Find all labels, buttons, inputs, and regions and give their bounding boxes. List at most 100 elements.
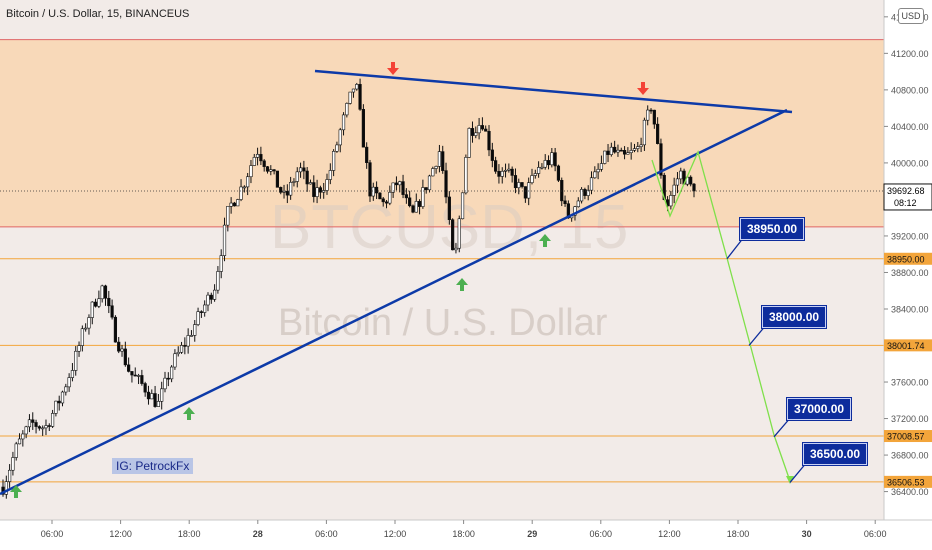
candle-body bbox=[659, 143, 663, 176]
candle-body bbox=[586, 189, 590, 196]
down-arrow-icon bbox=[387, 62, 399, 75]
candle-body bbox=[318, 187, 322, 193]
candle-body bbox=[212, 289, 217, 300]
candle-body bbox=[417, 201, 422, 207]
level-price-tag bbox=[884, 430, 932, 443]
candle-body bbox=[328, 170, 332, 180]
candle-body bbox=[93, 301, 98, 307]
level-price-label: 38950.00 bbox=[887, 254, 925, 264]
candle-body bbox=[196, 311, 200, 325]
candle-body bbox=[275, 170, 280, 188]
candle-body bbox=[236, 199, 240, 207]
candle-body bbox=[596, 168, 600, 173]
candle-body bbox=[431, 168, 435, 177]
x-tick-label: 12:00 bbox=[109, 529, 132, 539]
candle-body bbox=[315, 187, 319, 197]
candle-body bbox=[322, 190, 326, 193]
currency-button[interactable]: USD bbox=[898, 8, 924, 24]
candle-body bbox=[156, 401, 160, 407]
candle-body bbox=[127, 364, 131, 372]
candle-body bbox=[143, 383, 147, 393]
candle-body bbox=[229, 202, 233, 207]
x-tick-label: 28 bbox=[253, 529, 263, 539]
candle-body bbox=[457, 218, 461, 249]
candle-body bbox=[14, 443, 18, 458]
candle-body bbox=[305, 170, 309, 185]
candle-body bbox=[573, 206, 577, 216]
y-tick-label: 39200.00 bbox=[891, 231, 929, 241]
x-tick-label: 12:00 bbox=[658, 529, 681, 539]
y-tick-label: 38800.00 bbox=[891, 268, 929, 278]
candle-body bbox=[133, 374, 137, 377]
candle-body bbox=[368, 162, 372, 197]
candle-body bbox=[173, 353, 177, 368]
candle-body bbox=[335, 144, 339, 152]
candle-body bbox=[222, 224, 227, 256]
candle-body bbox=[110, 305, 114, 318]
candle-body bbox=[563, 200, 567, 204]
candle-body bbox=[543, 160, 547, 168]
level-price-label: 37008.57 bbox=[887, 432, 925, 442]
candle-body bbox=[533, 173, 537, 176]
candle-body bbox=[67, 377, 71, 388]
candle-body bbox=[312, 182, 316, 197]
y-tick-label: 40800.00 bbox=[891, 85, 929, 95]
candle-body bbox=[189, 335, 194, 337]
candle-body bbox=[692, 183, 696, 192]
candle-body bbox=[34, 422, 38, 427]
time-axis-panel bbox=[0, 520, 932, 550]
candle-body bbox=[553, 152, 557, 167]
candle-body bbox=[579, 189, 584, 202]
x-tick-label: 12:00 bbox=[384, 529, 407, 539]
candle-body bbox=[484, 128, 488, 132]
candle-body bbox=[103, 285, 108, 299]
candle-body bbox=[84, 327, 88, 330]
candle-body bbox=[242, 186, 246, 189]
candle-body bbox=[398, 181, 402, 186]
candle-body bbox=[44, 425, 48, 429]
candle-body bbox=[427, 175, 432, 191]
price-axis-panel bbox=[884, 0, 932, 550]
candle-body bbox=[292, 181, 296, 183]
candle-body bbox=[619, 149, 623, 152]
candle-body bbox=[308, 182, 313, 185]
candle-body bbox=[341, 114, 346, 131]
candle-body bbox=[64, 386, 68, 393]
candle-body bbox=[649, 109, 653, 112]
candle-body bbox=[24, 426, 28, 435]
candle-body bbox=[140, 375, 144, 384]
candle-body bbox=[136, 375, 141, 377]
x-tick-label: 06:00 bbox=[41, 529, 64, 539]
candle-body bbox=[451, 219, 455, 251]
level-price-tag bbox=[884, 475, 932, 488]
level-price-tag bbox=[884, 252, 932, 265]
candle-body bbox=[507, 168, 511, 171]
candle-body bbox=[176, 351, 180, 355]
candle-body bbox=[434, 166, 438, 169]
candle-body bbox=[672, 184, 676, 196]
candle-body bbox=[454, 247, 458, 251]
candle-body bbox=[490, 149, 494, 161]
candle-body bbox=[636, 146, 640, 149]
candle-body bbox=[351, 88, 356, 93]
x-tick-label: 29 bbox=[527, 529, 537, 539]
candle-body bbox=[500, 170, 504, 177]
candle-body bbox=[523, 186, 527, 199]
y-tick-label: 36400.00 bbox=[891, 487, 929, 497]
down-arrow-icon bbox=[637, 82, 649, 95]
candle-body bbox=[100, 285, 104, 300]
candle-body bbox=[530, 175, 534, 184]
candle-body bbox=[216, 271, 220, 291]
candle-body bbox=[467, 128, 471, 158]
candle-body bbox=[345, 103, 349, 116]
candle-body bbox=[282, 190, 286, 193]
candle-body bbox=[679, 170, 683, 180]
candles-group bbox=[1, 78, 696, 499]
candle-body bbox=[421, 187, 425, 207]
candle-body bbox=[179, 345, 184, 353]
candle-body bbox=[232, 202, 237, 207]
candle-body bbox=[408, 197, 412, 207]
candle-body bbox=[226, 206, 230, 226]
